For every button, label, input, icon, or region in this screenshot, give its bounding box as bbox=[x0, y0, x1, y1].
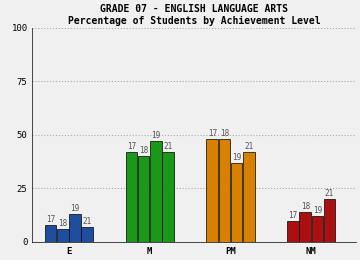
Text: 18: 18 bbox=[301, 202, 310, 211]
Text: 21: 21 bbox=[244, 142, 253, 151]
Text: 19: 19 bbox=[151, 131, 160, 140]
Bar bbox=[126, 152, 137, 242]
Text: 17: 17 bbox=[208, 129, 217, 138]
Text: 21: 21 bbox=[82, 217, 91, 226]
Bar bbox=[162, 152, 174, 242]
Bar bbox=[69, 214, 81, 242]
Bar bbox=[243, 152, 255, 242]
Bar bbox=[45, 225, 57, 242]
Bar bbox=[300, 212, 311, 242]
Bar bbox=[311, 216, 323, 242]
Bar bbox=[81, 227, 93, 242]
Bar bbox=[57, 229, 68, 242]
Bar bbox=[206, 139, 218, 242]
Text: 19: 19 bbox=[313, 206, 322, 215]
Text: 21: 21 bbox=[325, 189, 334, 198]
Text: 18: 18 bbox=[58, 219, 67, 228]
Bar bbox=[138, 156, 149, 242]
Text: 19: 19 bbox=[70, 204, 80, 213]
Bar bbox=[219, 139, 230, 242]
Text: 18: 18 bbox=[139, 146, 148, 155]
Text: 18: 18 bbox=[220, 129, 229, 138]
Text: 19: 19 bbox=[232, 153, 241, 162]
Bar bbox=[324, 199, 336, 242]
Bar bbox=[231, 163, 242, 242]
Text: 21: 21 bbox=[163, 142, 172, 151]
Text: 17: 17 bbox=[127, 142, 136, 151]
Text: 17: 17 bbox=[288, 211, 298, 219]
Text: 17: 17 bbox=[46, 215, 55, 224]
Bar bbox=[287, 220, 299, 242]
Title: GRADE 07 - ENGLISH LANGUAGE ARTS
Percentage of Students by Achievement Level: GRADE 07 - ENGLISH LANGUAGE ARTS Percent… bbox=[68, 4, 320, 26]
Bar bbox=[150, 141, 162, 242]
